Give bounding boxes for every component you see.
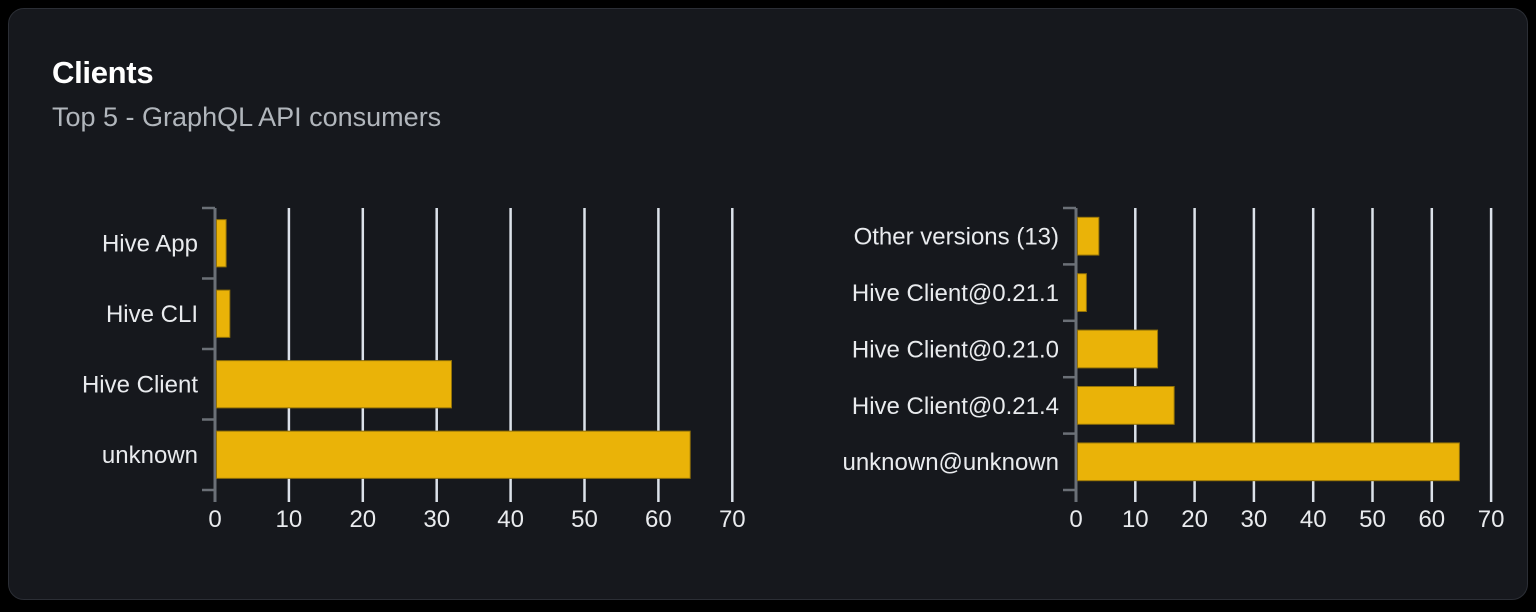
tick-label: 20 xyxy=(349,506,376,533)
tick-label: 30 xyxy=(1241,506,1268,533)
clients-by-version-bar-chart: Other versions (13) Hive Client@0.21.1 Hiv… xyxy=(842,206,1505,533)
tick-label: 20 xyxy=(1181,506,1208,533)
tick-label: 30 xyxy=(423,506,450,533)
category-label: Hive Client@0.21.4 xyxy=(852,393,1059,420)
bar xyxy=(216,430,691,479)
category-label: unknown@unknown xyxy=(842,449,1059,476)
bar xyxy=(216,289,231,338)
tick-label: 70 xyxy=(1478,506,1505,533)
bar xyxy=(216,219,227,268)
category-label: Hive Client xyxy=(82,372,198,399)
category-label: Other versions (13) xyxy=(854,224,1059,251)
bar xyxy=(1077,386,1175,425)
tick-label: 70 xyxy=(719,506,746,533)
clients-card: Clients Top 5 - GraphQL API consumers xyxy=(8,8,1528,600)
card-title: Clients xyxy=(52,55,154,90)
category-label: unknown xyxy=(102,442,198,469)
clients-by-name-bar-chart: Hive App Hive CLI Hive Client unknown 0 10 20 3… xyxy=(82,206,746,533)
tick-label: 50 xyxy=(571,506,598,533)
category-label: Hive Client@0.21.0 xyxy=(852,336,1059,363)
card-subtitle: Top 5 - GraphQL API consumers xyxy=(52,102,442,132)
category-label: Hive App xyxy=(102,231,198,258)
tick-label: 10 xyxy=(276,506,303,533)
tick-label: 0 xyxy=(208,506,221,533)
bar xyxy=(1077,273,1087,312)
category-label: Hive Client@0.21.1 xyxy=(852,280,1059,307)
tick-label: 60 xyxy=(645,506,672,533)
tick-label: 50 xyxy=(1359,506,1386,533)
bar xyxy=(1077,329,1159,369)
tick-label: 0 xyxy=(1069,506,1082,533)
category-label: Hive CLI xyxy=(106,301,198,328)
tick-label: 40 xyxy=(1300,506,1327,533)
bar xyxy=(1077,442,1460,482)
tick-label: 40 xyxy=(497,506,524,533)
tick-label: 60 xyxy=(1418,506,1445,533)
tick-label: 10 xyxy=(1122,506,1149,533)
bar xyxy=(1077,216,1100,256)
bar xyxy=(216,360,453,409)
